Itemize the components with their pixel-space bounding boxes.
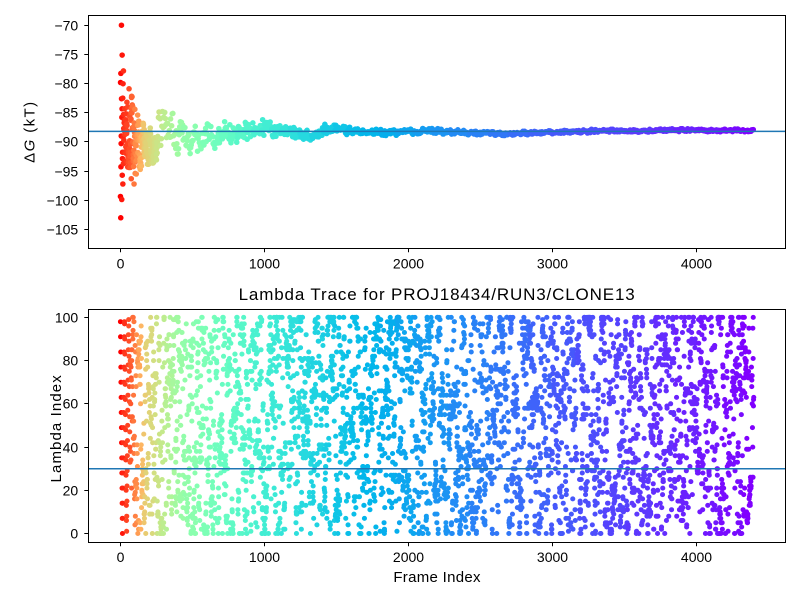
svg-text:40: 40 — [63, 440, 79, 456]
svg-text:4000: 4000 — [681, 549, 712, 565]
svg-text:ΔG (kT): ΔG (kT) — [22, 101, 39, 163]
svg-text:0: 0 — [70, 526, 78, 542]
svg-text:Lambda Index: Lambda Index — [48, 374, 65, 482]
svg-text:Frame Index: Frame Index — [393, 569, 481, 586]
svg-text:−105: −105 — [47, 222, 79, 238]
svg-text:20: 20 — [63, 483, 79, 499]
svg-text:0: 0 — [117, 255, 125, 271]
svg-text:60: 60 — [63, 396, 79, 412]
svg-text:−80: −80 — [54, 76, 78, 92]
svg-text:0: 0 — [117, 549, 125, 565]
svg-text:1000: 1000 — [249, 549, 280, 565]
svg-text:80: 80 — [63, 353, 79, 369]
svg-text:Lambda Trace for PROJ18434/RUN: Lambda Trace for PROJ18434/RUN3/CLONE13 — [239, 285, 636, 304]
svg-text:4000: 4000 — [681, 255, 712, 271]
svg-text:2000: 2000 — [393, 549, 424, 565]
svg-text:−95: −95 — [54, 164, 78, 180]
svg-text:100: 100 — [55, 310, 79, 326]
svg-text:1000: 1000 — [249, 255, 280, 271]
svg-text:3000: 3000 — [537, 255, 568, 271]
svg-text:−85: −85 — [54, 105, 78, 121]
svg-text:2000: 2000 — [393, 255, 424, 271]
svg-text:−70: −70 — [54, 18, 78, 34]
svg-text:−75: −75 — [54, 47, 78, 63]
svg-text:−100: −100 — [47, 193, 79, 209]
svg-text:−90: −90 — [54, 134, 78, 150]
svg-text:3000: 3000 — [537, 549, 568, 565]
